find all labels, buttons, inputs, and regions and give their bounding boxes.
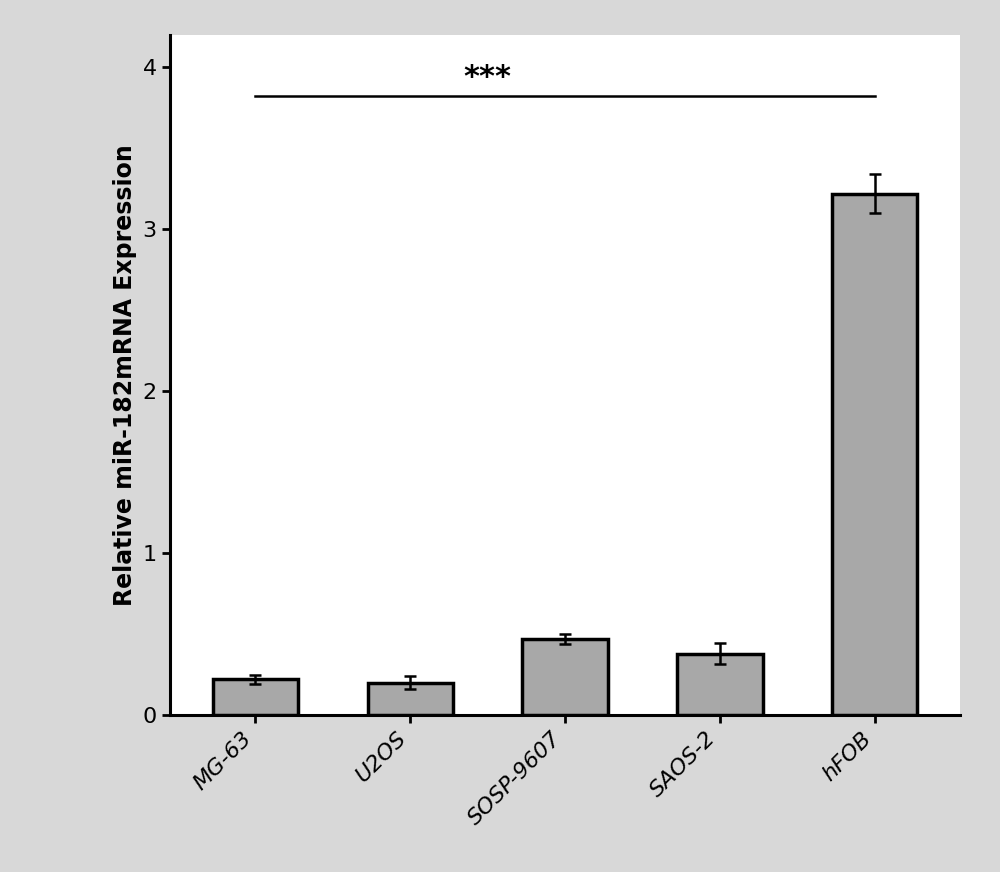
Y-axis label: Relative miR-182mRNA Expression: Relative miR-182mRNA Expression	[113, 144, 137, 606]
Bar	[368, 683, 453, 715]
Bar	[522, 639, 608, 715]
Bar	[677, 653, 763, 715]
Bar	[213, 679, 298, 715]
Text: ***: ***	[464, 63, 512, 92]
Bar	[832, 194, 917, 715]
